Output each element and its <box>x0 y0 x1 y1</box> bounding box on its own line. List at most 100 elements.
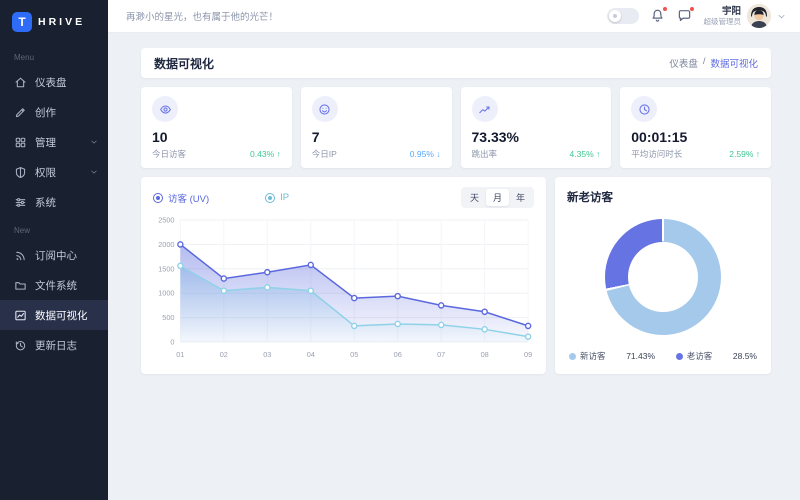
home-icon <box>14 76 27 89</box>
sidebar-item-data-visualization[interactable]: 数据可视化 <box>0 300 108 330</box>
folder-icon <box>14 279 27 292</box>
donut-legend-value-0: 71.43% <box>626 351 656 361</box>
user-menu[interactable]: 宇阳 超级管理员 <box>704 4 787 28</box>
donut-legend-item-1[interactable]: 老访客 <box>675 350 713 362</box>
sidebar-item-system[interactable]: 系统 <box>0 187 108 217</box>
donut-hole <box>628 242 698 312</box>
sidebar-item-label: 仪表盘 <box>35 76 67 89</box>
data-point[interactable] <box>394 292 401 300</box>
trend-icon <box>471 96 498 122</box>
series-radio-ip[interactable]: IP <box>265 192 289 203</box>
uv-ip-line-chart[interactable]: 0 500 1000 1500 2000 2500 01 02 03 04 05 06 07 08 09 <box>153 214 534 366</box>
breadcrumb: 仪表盘 / 数据可视化 <box>669 56 758 70</box>
theme-toggle[interactable] <box>606 8 639 24</box>
time-filter-option-2[interactable]: 年 <box>515 193 525 203</box>
stat-label: 今日访客 <box>152 149 187 159</box>
sidebar-item-label: 更新日志 <box>35 339 77 352</box>
data-point[interactable] <box>394 320 401 328</box>
sidebar-item-permissions[interactable]: 权限 <box>0 157 108 187</box>
charts-row: 访客 (UV) IP 天月年 0 500 1000 1500 2000 2500 01 02 03… <box>141 177 771 374</box>
donut-chart-title: 新老访客 <box>567 192 613 204</box>
chart-header: 访客 (UV) IP 天月年 <box>153 187 534 208</box>
sidebar-section-label: New <box>14 226 31 235</box>
stat-delta: 0.95% ↓ <box>409 149 441 159</box>
brand-logo-icon: T <box>12 12 32 32</box>
user-role: 超级管理员 <box>703 17 742 27</box>
sidebar-item-create[interactable]: 创作 <box>0 97 108 127</box>
stat-card-bounce-rate: 73.33% 跳出率 4.35% ↑ <box>460 87 612 168</box>
donut-legend: 新访客 71.43% 老访客 28.5% <box>567 350 759 364</box>
eye-icon <box>152 96 178 122</box>
data-point[interactable] <box>307 261 314 269</box>
pen-icon <box>14 106 27 119</box>
svg-text:2000: 2000 <box>158 240 174 249</box>
main-area: 数据可视化 仪表盘 / 数据可视化 10 今日访客 0.43% ↑ 7 今日IP 0.95… <box>108 33 800 374</box>
user-meta: 宇阳 超级管理员 <box>704 6 742 26</box>
donut-chart[interactable] <box>605 219 721 335</box>
grid-icon <box>14 136 27 149</box>
sidebar-item-changelog[interactable]: 更新日志 <box>0 330 108 360</box>
sidebar-item-label: 数据可视化 <box>35 309 88 322</box>
rss-icon <box>14 249 27 262</box>
svg-text:1000: 1000 <box>158 289 174 298</box>
stat-bottom-row: 今日IP 0.95% ↓ <box>312 148 441 160</box>
sidebar-item-label: 创作 <box>35 106 56 119</box>
sidebar-item-file-system[interactable]: 文件系统 <box>0 270 108 300</box>
time-filter: 天月年 <box>460 187 534 208</box>
data-point[interactable] <box>307 287 314 295</box>
clock-icon <box>631 96 658 122</box>
stats-row: 10 今日访客 0.43% ↑ 7 今日IP 0.95% ↓ 73.33% 跳出率 4.35% … <box>141 87 771 168</box>
time-filter-option-1[interactable]: 月 <box>485 189 509 206</box>
content-column: 再渺小的星光，也有属于他的光芒！ 宇阳 超级管理员 <box>108 0 800 500</box>
data-point[interactable] <box>481 308 488 316</box>
data-point[interactable] <box>177 262 184 270</box>
sidebar-section-label: Menu <box>14 53 35 62</box>
series-radio-label: IP <box>280 192 290 203</box>
sidebar-item-manage[interactable]: 管理 <box>0 127 108 157</box>
shield-icon <box>14 166 27 179</box>
data-point[interactable] <box>437 302 445 309</box>
legend-label: 新访客 <box>580 351 606 361</box>
data-point[interactable] <box>524 322 532 330</box>
breadcrumb-parent[interactable]: 仪表盘 <box>669 59 698 70</box>
messages-button[interactable] <box>677 6 695 24</box>
stat-delta: 0.43% ↑ <box>250 149 281 159</box>
data-point[interactable] <box>220 287 228 295</box>
data-point[interactable] <box>264 284 271 291</box>
brand-name: HRIVE <box>38 16 86 28</box>
sidebar-item-subscriptions[interactable]: 订阅中心 <box>0 240 108 270</box>
data-point[interactable] <box>351 294 358 302</box>
sidebar-item-label: 管理 <box>35 136 56 149</box>
data-point[interactable] <box>437 321 445 329</box>
series-radio-uv[interactable]: 访客 (UV) <box>153 191 209 205</box>
stat-card-today-visitors: 10 今日访客 0.43% ↑ <box>141 87 292 168</box>
stat-bottom-row: 平均访问时长 2.59% ↑ <box>631 148 760 160</box>
data-point[interactable] <box>177 241 184 248</box>
chevron-down-icon <box>777 12 786 21</box>
data-point[interactable] <box>351 322 358 330</box>
svg-text:03: 03 <box>263 350 271 359</box>
radio-dot <box>153 192 163 203</box>
data-point[interactable] <box>264 268 271 276</box>
stat-value: 00:01:15 <box>631 129 688 145</box>
sidebar-nav: Menu 仪表盘创作管理权限 系统 New 订阅中心 文件系统数据可视化更新日志 <box>0 44 108 360</box>
data-point[interactable] <box>481 326 488 333</box>
data-point[interactable] <box>524 333 532 340</box>
page-header: 数据可视化 仪表盘 / 数据可视化 <box>141 48 771 78</box>
stat-card-today-ip: 7 今日IP 0.95% ↓ <box>300 87 452 168</box>
donut-legend-item-0[interactable]: 新访客 <box>569 350 606 362</box>
time-filter-option-0[interactable]: 天 <box>469 193 479 203</box>
history-icon <box>14 339 27 352</box>
svg-text:09: 09 <box>524 350 532 359</box>
svg-text:07: 07 <box>437 350 445 359</box>
brand-logo[interactable]: T HRIVE <box>0 0 108 44</box>
data-point[interactable] <box>220 275 228 282</box>
theme-toggle-knob <box>608 10 621 22</box>
stat-value: 73.33% <box>471 129 519 145</box>
sidebar-item-dashboard[interactable]: 仪表盘 <box>0 67 108 97</box>
notifications-button[interactable] <box>650 6 668 24</box>
legend-label: 老访客 <box>686 351 713 361</box>
breadcrumb-current[interactable]: 数据可视化 <box>710 59 758 70</box>
svg-text:04: 04 <box>307 350 315 359</box>
